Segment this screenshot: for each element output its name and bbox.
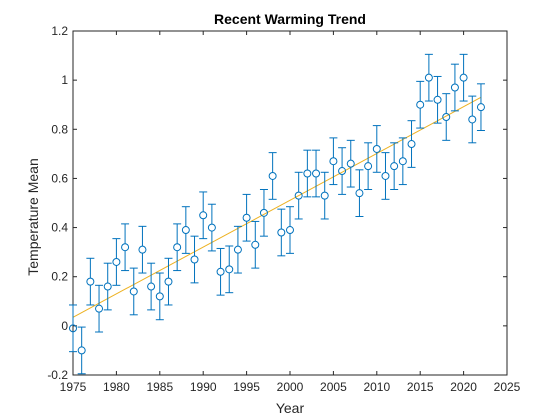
data-point — [338, 167, 347, 176]
data-point — [86, 277, 95, 286]
trend-line — [72, 96, 482, 318]
data-point — [242, 213, 251, 222]
x-tick-label: 1975 — [60, 380, 87, 394]
data-point — [381, 171, 390, 180]
data-point — [312, 169, 321, 178]
data-point — [320, 191, 329, 200]
data-point — [190, 255, 199, 264]
data-point — [398, 157, 407, 166]
y-tick-label: 0.2 — [51, 270, 68, 284]
y-tick-label: 0.6 — [51, 171, 68, 185]
data-point — [329, 157, 338, 166]
data-point — [147, 282, 156, 291]
data-point — [286, 226, 294, 235]
data-point — [216, 267, 225, 276]
data-point — [121, 243, 130, 252]
data-point — [155, 292, 164, 301]
data-point — [69, 324, 77, 333]
data-point — [129, 287, 138, 296]
data-point — [225, 265, 234, 274]
plot-area: 1975 1980 1985 1990 1995 2000 2005 2010 2015 2020… — [47, 24, 520, 394]
y-tick-label: 1 — [61, 73, 68, 87]
data-point — [355, 189, 364, 198]
data-point — [424, 73, 433, 82]
data-point — [407, 140, 416, 149]
x-tick-label: 2000 — [277, 380, 304, 394]
x-tick-label: 2010 — [363, 380, 390, 394]
y-tick-label: 0.8 — [51, 122, 68, 136]
chart-title: Recent Warming Trend — [214, 11, 366, 27]
data-point — [268, 171, 277, 180]
data-point — [207, 223, 216, 232]
x-tick-label: 2005 — [320, 380, 347, 394]
data-point — [277, 228, 286, 237]
data-point — [346, 159, 355, 168]
data-point — [164, 277, 173, 286]
data-point — [138, 245, 147, 254]
axes-box — [72, 30, 508, 376]
data-point — [364, 162, 373, 171]
data-point — [442, 113, 451, 121]
data-point — [433, 95, 442, 104]
y-tick-label: 0.4 — [51, 221, 68, 235]
data-point — [416, 100, 425, 109]
y-tick-label: 0 — [61, 319, 68, 333]
data-point — [459, 73, 468, 82]
data-point — [294, 191, 303, 200]
data-point — [77, 346, 86, 355]
data-point — [476, 103, 485, 112]
y-axis-label: Temperature Mean — [25, 158, 41, 276]
x-tick-label: 2015 — [407, 380, 434, 394]
data-point — [233, 245, 242, 254]
x-tick-label: 2025 — [494, 380, 521, 394]
y-tick-label: -0.2 — [47, 368, 68, 382]
data-point — [199, 211, 208, 220]
data-point — [112, 257, 121, 266]
data-point — [468, 115, 477, 124]
y-tick-label: 1.2 — [51, 24, 68, 38]
x-tick-label: 1995 — [233, 380, 260, 394]
data-point — [450, 83, 459, 92]
data-point — [372, 144, 381, 153]
x-tick-label: 1990 — [190, 380, 217, 394]
data-point — [259, 208, 268, 217]
x-axis-label: Year — [276, 400, 305, 416]
x-tick-label: 1980 — [103, 380, 130, 394]
data-point — [95, 304, 104, 313]
x-tick-label: 2020 — [450, 380, 477, 394]
data-point — [390, 162, 399, 171]
data-point — [173, 243, 182, 252]
data-point — [303, 169, 312, 178]
data-point — [251, 240, 260, 249]
x-tick-label: 1985 — [146, 380, 173, 394]
data-point — [103, 282, 112, 291]
data-point — [181, 226, 190, 235]
